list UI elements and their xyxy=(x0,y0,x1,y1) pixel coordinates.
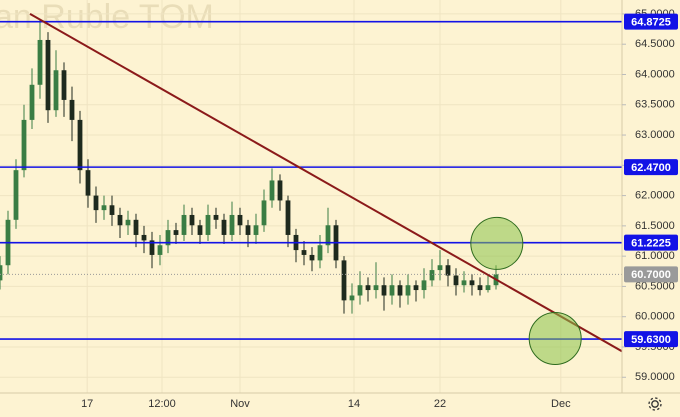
candle-body xyxy=(197,225,203,235)
candle-body xyxy=(173,230,179,235)
candle-body xyxy=(37,39,43,85)
candle-body xyxy=(77,119,83,171)
settings-icon[interactable] xyxy=(648,397,662,411)
candle-body xyxy=(301,250,307,255)
last-price-label: 60.7000 xyxy=(631,269,671,281)
candle-body xyxy=(269,180,275,201)
candle-body xyxy=(221,219,227,235)
candle-body xyxy=(413,285,419,291)
x-tick-label: 22 xyxy=(434,398,446,410)
candle-body xyxy=(285,200,291,235)
candle-body xyxy=(85,170,91,196)
y-tick-label: 64.0000 xyxy=(635,68,675,80)
level-label-box xyxy=(624,331,678,348)
candle-body xyxy=(181,214,187,235)
candle-body xyxy=(421,280,427,291)
y-tick-label: 62.0000 xyxy=(635,189,675,201)
candle-body xyxy=(389,285,395,296)
candle-body xyxy=(437,265,443,271)
y-tick-label: 61.5000 xyxy=(635,220,675,232)
candle-body xyxy=(13,170,19,220)
candle-body xyxy=(21,119,27,171)
watermark: an Ruble TOM xyxy=(0,0,214,36)
candle-body xyxy=(53,70,59,111)
level-label: 64.8725 xyxy=(631,17,671,29)
trend-line xyxy=(29,13,622,353)
x-tick-label: Dec xyxy=(551,398,571,410)
candle-body xyxy=(125,219,131,226)
y-tick-label: 60.5000 xyxy=(635,280,675,292)
candle-body xyxy=(373,285,379,291)
candle-body xyxy=(69,99,75,120)
candle-body xyxy=(133,219,139,235)
candle-body xyxy=(325,225,331,246)
candle-body xyxy=(445,265,451,276)
candle-body xyxy=(469,280,475,286)
plot-area xyxy=(0,13,622,353)
candle-body xyxy=(237,214,243,226)
candle-body xyxy=(29,84,35,120)
candle-body xyxy=(477,285,483,291)
candle-body xyxy=(0,265,3,281)
candle-body xyxy=(189,214,195,226)
candle-body xyxy=(309,254,315,261)
candle-body xyxy=(61,70,67,100)
candle-body xyxy=(101,205,107,211)
candle-body xyxy=(109,205,115,215)
target-circle xyxy=(470,216,524,270)
x-tick-label: Nov xyxy=(230,398,250,410)
x-tick-label: 17 xyxy=(81,398,93,410)
candle-body xyxy=(45,39,51,111)
candle-body xyxy=(165,230,171,246)
candle-body xyxy=(341,260,347,301)
candle-body xyxy=(485,285,491,291)
y-tick-label: 63.5000 xyxy=(635,99,675,111)
candle-body xyxy=(397,285,403,296)
candle-body xyxy=(149,240,155,255)
candle-body xyxy=(461,280,467,286)
candle-body xyxy=(277,180,283,201)
candle-body xyxy=(213,214,219,220)
level-label: 59.6300 xyxy=(631,334,671,346)
candle-body xyxy=(405,285,411,296)
y-tick-label: 59.0000 xyxy=(635,371,675,383)
candle-body xyxy=(117,214,123,226)
candle-body xyxy=(261,200,267,226)
level-label: 61.2225 xyxy=(631,238,671,250)
candle-body xyxy=(357,285,363,296)
level-label-box xyxy=(624,234,678,251)
candle-body xyxy=(317,245,323,261)
candle-body xyxy=(453,275,459,286)
y-tick-label: 64.5000 xyxy=(635,38,675,50)
target-circle xyxy=(528,312,582,366)
last-price-box xyxy=(624,266,678,283)
x-tick-label: 14 xyxy=(348,398,360,410)
candle-body xyxy=(429,270,435,281)
candle-body xyxy=(365,285,371,291)
candle-body xyxy=(141,234,147,241)
y-tick-label: 60.0000 xyxy=(635,311,675,323)
y-tick-label: 63.0000 xyxy=(635,129,675,141)
axes: 59.000059.500060.000060.500061.000061.50… xyxy=(81,8,678,410)
level-label-box xyxy=(624,159,678,176)
x-tick-label: 12:00 xyxy=(148,398,176,410)
candle-body xyxy=(229,214,235,235)
candle-body xyxy=(93,195,99,211)
candle-body xyxy=(381,285,387,296)
candle-body xyxy=(253,225,259,235)
y-tick-label: 61.0000 xyxy=(635,250,675,262)
level-label-box xyxy=(624,13,678,30)
candle-body xyxy=(157,245,163,255)
candle-body xyxy=(349,295,355,301)
level-label: 62.4700 xyxy=(631,162,671,174)
candle-body xyxy=(245,225,251,235)
candle-body xyxy=(205,214,211,235)
